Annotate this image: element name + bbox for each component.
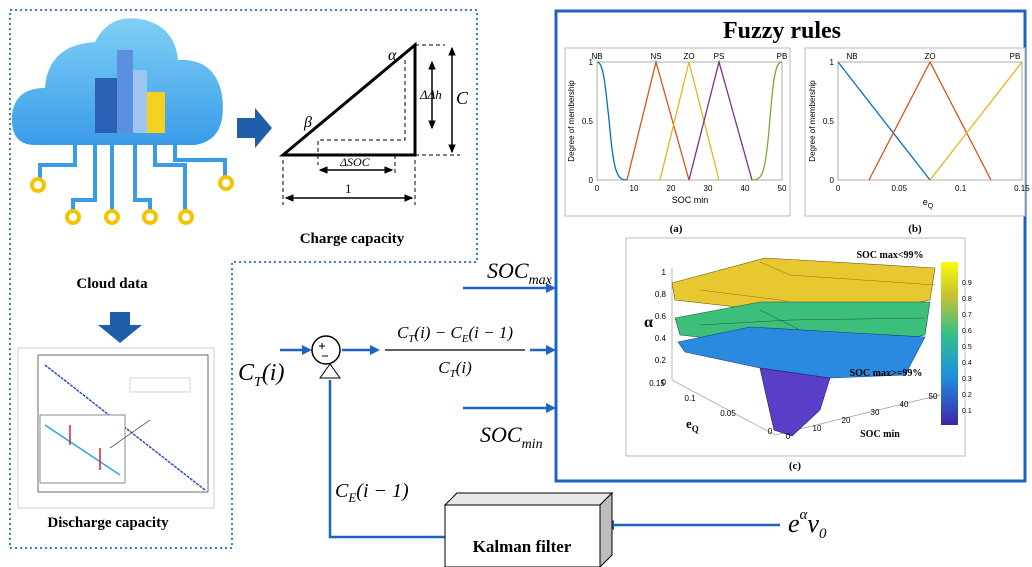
fuzzy-title: Fuzzy rules [723, 18, 841, 44]
colorbar-tick-label: 0.3 [962, 376, 972, 383]
set-label: ZO [683, 52, 694, 61]
x-tick-label: 30 [704, 184, 713, 193]
y-tick-label: 0.5 [823, 117, 835, 126]
x-tick-label: 20 [667, 184, 676, 193]
z-label: α [644, 314, 653, 331]
plot-c [626, 238, 965, 456]
x-tick-label: 0.1 [955, 184, 967, 193]
input-ct: CT(i) [238, 360, 284, 390]
eq-tick-label: 0.1 [684, 394, 696, 403]
colorbar-tick-label: 0.8 [962, 296, 972, 303]
soc-tick-label: 40 [900, 400, 909, 409]
diagram: Cloud data α β ΔΔh C ΔSOC 1 Charge capac… [0, 0, 1032, 567]
x-tick-label: 40 [741, 184, 750, 193]
colorbar-tick-label: 0.1 [962, 408, 972, 415]
arrow-right [237, 108, 272, 148]
y-tick-label: 0 [589, 176, 594, 185]
annotation: SOC max<99% [856, 250, 923, 261]
alpha-label: α [388, 47, 397, 64]
soc-max: SOCmax [487, 258, 553, 288]
colorbar-tick-label: 0.9 [962, 280, 972, 287]
eq-tick-label: 0.05 [720, 409, 736, 418]
eq-tick-label: 0 [768, 427, 773, 436]
caption-c: (c) [789, 460, 802, 472]
y-tick-label: 1 [830, 58, 835, 67]
y-label: SOC min [860, 429, 900, 440]
caption-b: (b) [908, 223, 922, 235]
arrow-down [98, 312, 142, 343]
c-label: C [456, 88, 469, 108]
charge-label: Charge capacity [300, 231, 405, 247]
feedback-ce: CE(i − 1) [335, 480, 409, 505]
set-label: ZO [924, 52, 935, 61]
y-axis-label: Degree of membership [808, 80, 817, 162]
soc-tick-label: 20 [842, 416, 851, 425]
cloud-label: Cloud data [76, 276, 148, 292]
x-tick-label: 0 [836, 184, 841, 193]
set-label: PS [714, 52, 725, 61]
soc-tick-label: 50 [929, 392, 938, 401]
beta-label: β [303, 114, 312, 131]
colorbar-tick-label: 0.6 [962, 328, 972, 335]
annotation: SOC max>=99% [850, 368, 923, 379]
z-tick-label: 0.4 [655, 334, 667, 343]
summer [312, 336, 340, 378]
noise-input: eαv0 [788, 507, 827, 542]
colorbar-tick-label: 0.5 [962, 344, 972, 351]
soc-tick-label: 0 [786, 432, 791, 441]
z-tick-label: 1 [662, 268, 667, 277]
x-tick-label: 0 [595, 184, 600, 193]
soc-min: SOCmin [480, 422, 543, 452]
set-label: PB [1010, 52, 1021, 61]
delta-soc-label: ΔSOC [339, 155, 371, 169]
x-tick-label: 50 [778, 184, 787, 193]
x-tick-label: 10 [630, 184, 639, 193]
set-label: NS [650, 52, 661, 61]
x-tick-label: 0.05 [892, 184, 908, 193]
set-label: NB [846, 52, 857, 61]
z-tick-label: 0.8 [655, 290, 667, 299]
z-tick-label: 0.6 [655, 312, 667, 321]
soc-tick-label: 10 [813, 424, 822, 433]
discharge-chart [18, 348, 214, 508]
colorbar-tick-label: 0.4 [962, 360, 972, 367]
fraction-denominator: CT(i) [438, 358, 472, 380]
set-label: PB [777, 52, 788, 61]
x-tick-label: 0.15 [1014, 184, 1030, 193]
y-tick-label: 0 [830, 176, 835, 185]
delta-h-label: ΔΔh [419, 87, 442, 102]
caption-a: (a) [670, 223, 683, 235]
y-tick-label: 0.5 [582, 117, 594, 126]
x-axis-label: SOC min [672, 195, 709, 205]
discharge-label: Discharge capacity [47, 515, 169, 531]
colorbar-tick-label: 0.2 [962, 392, 972, 399]
set-label: NB [591, 52, 602, 61]
z-tick-label: 0.2 [655, 356, 667, 365]
kalman-label: Kalman filter [473, 537, 572, 556]
one-label: 1 [345, 181, 352, 196]
eq-tick-label: 0.15 [649, 379, 665, 388]
y-axis-label: Degree of membership [567, 80, 576, 162]
cloud-icon [12, 18, 232, 223]
colorbar-tick-label: 0.7 [962, 312, 972, 319]
fraction-numerator: CT(i) − CE(i − 1) [397, 323, 513, 345]
soc-tick-label: 30 [871, 408, 880, 417]
